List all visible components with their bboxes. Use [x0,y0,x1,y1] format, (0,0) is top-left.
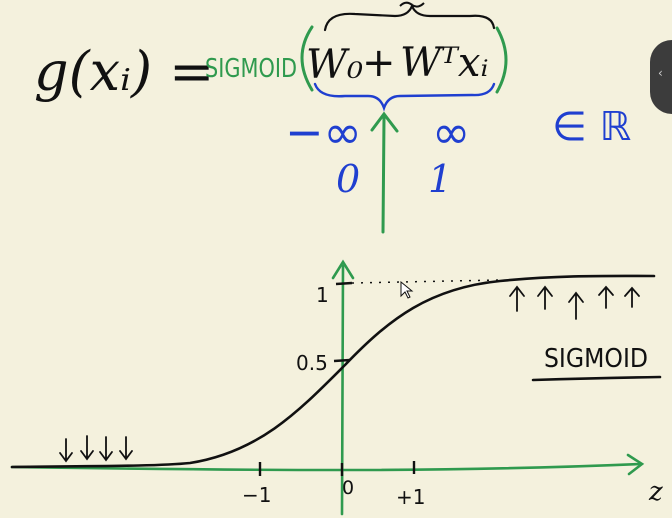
formula-underbrace [313,82,496,112]
range-up-arrow-shaft [381,116,386,234]
formula-plus: + [362,40,396,86]
formula-lhs: g(xᵢ) = [34,40,214,103]
graph-x-axis-label: z [648,477,663,507]
graph-x-axis-arrowhead [626,453,645,476]
graph-sigmoid-label-underline [531,375,662,382]
graph-tick-label-plus-one: +1 [396,485,425,509]
range-up-arrow-head [370,111,399,133]
range-neg-infinity: −∞ [285,105,362,159]
graph-down-arrows [59,435,133,463]
down-arrow-icon [80,435,94,461]
range-pos-infinity: ∞ [432,105,470,159]
up-arrow-icon [509,285,525,312]
formula-overbrace [323,3,496,32]
formula-right-paren [495,26,508,94]
formula-w0: W₀ [306,42,363,88]
graph-sigmoid-label: SIGMOID [544,344,648,374]
up-arrow-icon [598,285,614,309]
up-arrow-icon [624,286,640,308]
mouse-cursor-icon [400,280,414,299]
graph-up-arrows [509,285,640,320]
graph-tick-label-y-one: 1 [316,283,329,307]
formula-wtx: Wᵀxᵢ [400,40,489,86]
graph-tick-label-minus-one: −1 [242,483,271,507]
down-arrow-icon [99,436,113,462]
up-arrow-icon [568,291,584,320]
down-arrow-icon [119,436,133,461]
down-arrow-icon [59,438,73,463]
collapse-handle-icon: ‹ [658,66,663,80]
collapse-handle[interactable]: ‹ [650,40,672,114]
formula-sigmoid-word: SIGMOID [205,54,297,84]
range-zero: 0 [336,157,360,201]
graph-sigmoid-curve [10,274,656,469]
range-in-reals: ∈ ℝ [552,104,631,150]
up-arrow-icon [537,285,553,310]
graph-x-axis [10,462,642,472]
formula-overbrace-tilde [399,1,425,8]
graph-y-axis-arrowhead [331,259,355,280]
graph-asymptote-dotted [351,279,501,284]
formula-left-paren [300,25,314,92]
graph-tick-y-one [335,281,353,286]
graph-tick-label-zero: 0 [342,477,354,499]
graph-tick-y-half [333,358,351,363]
range-one: 1 [428,157,452,201]
graph-tick-label-y-half: 0.5 [296,351,328,375]
